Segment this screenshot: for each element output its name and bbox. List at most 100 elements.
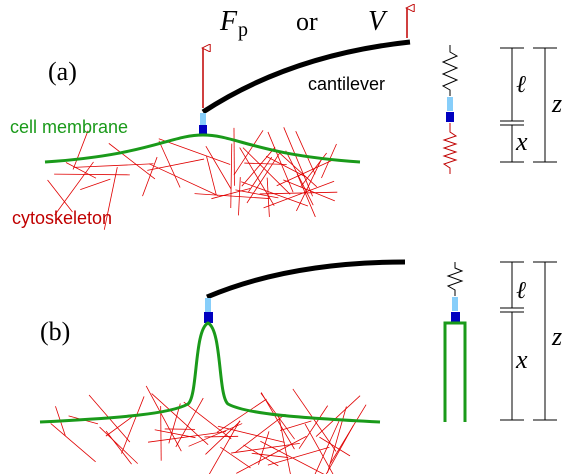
- filament: [242, 147, 291, 195]
- filament: [236, 435, 307, 474]
- spring: [446, 262, 464, 296]
- dimension-lines: [500, 47, 557, 163]
- length-label: ℓ: [516, 278, 526, 304]
- spring: [441, 45, 459, 96]
- filament: [248, 156, 273, 193]
- filament: [65, 162, 97, 179]
- filament: [298, 405, 329, 449]
- filament: [220, 446, 251, 469]
- height-label: z: [551, 322, 562, 351]
- filament: [231, 442, 300, 454]
- filament: [121, 396, 145, 454]
- filament: [259, 191, 338, 195]
- filament: [151, 393, 209, 445]
- filament: [321, 143, 337, 179]
- filament: [267, 446, 330, 466]
- filament: [211, 188, 251, 200]
- filament: [295, 131, 316, 175]
- filament: [147, 431, 227, 443]
- filament: [304, 423, 334, 474]
- filament: [47, 179, 73, 213]
- bead: [446, 112, 454, 122]
- height-label: z: [551, 89, 562, 118]
- filament: [105, 430, 132, 465]
- filament: [235, 413, 286, 453]
- filament: [50, 423, 96, 463]
- filament: [206, 156, 217, 195]
- cantilever: [206, 259, 406, 300]
- filament: [205, 145, 232, 190]
- bead: [451, 312, 460, 323]
- filament: [99, 426, 138, 464]
- filament: [80, 178, 111, 191]
- filament: [292, 388, 337, 452]
- filament: [73, 163, 154, 168]
- membrane: [44, 133, 361, 164]
- filament: [208, 420, 241, 474]
- filament: [283, 127, 313, 197]
- cytoskeleton-label: cytoskeleton: [12, 208, 112, 228]
- filament: [183, 401, 232, 440]
- force-subscript: p: [238, 19, 248, 41]
- filament: [244, 162, 287, 165]
- filament: [314, 420, 340, 474]
- filament: [108, 143, 156, 180]
- bead: [204, 312, 213, 323]
- membrane: [39, 321, 381, 424]
- filament: [230, 143, 233, 209]
- extension-label: x: [515, 127, 528, 156]
- force-symbol: F: [219, 6, 238, 37]
- filament: [148, 163, 219, 196]
- filament: [235, 189, 279, 199]
- dimension-lines: [500, 261, 557, 421]
- filament: [246, 151, 282, 204]
- filament: [194, 193, 270, 199]
- filament: [243, 444, 279, 467]
- membrane-label: cell membrane: [10, 117, 128, 137]
- filament: [175, 397, 204, 448]
- filament: [258, 431, 270, 465]
- panel-label: (a): [48, 57, 77, 86]
- filament: [158, 140, 181, 188]
- or-text: or: [296, 7, 318, 36]
- filament: [266, 177, 270, 217]
- cantilever: [201, 39, 411, 115]
- filament: [158, 138, 231, 165]
- filament: [327, 406, 347, 473]
- filament: [147, 158, 205, 171]
- filament: [105, 414, 135, 437]
- filament: [279, 420, 312, 431]
- filament: [260, 392, 295, 450]
- filament: [188, 423, 243, 447]
- filament: [296, 173, 316, 218]
- filament: [54, 173, 130, 176]
- filament: [142, 156, 158, 197]
- filament: [204, 435, 239, 438]
- filament: [168, 403, 181, 444]
- filament: [216, 398, 267, 433]
- filament: [205, 420, 241, 455]
- filament: [279, 152, 318, 188]
- filament: [241, 147, 276, 187]
- filament: [72, 130, 89, 170]
- tether: [443, 321, 467, 422]
- cantilever-label: cantilever: [308, 74, 385, 94]
- bead: [199, 125, 207, 136]
- filament: [103, 167, 118, 230]
- filament: [54, 161, 94, 216]
- filament: [276, 159, 333, 187]
- filament: [145, 385, 182, 452]
- panel-label: (b): [40, 317, 70, 346]
- filament: [263, 180, 335, 209]
- cytoskeleton-network: [47, 127, 367, 474]
- filament: [265, 155, 307, 178]
- filament: [285, 150, 314, 206]
- filament: [160, 405, 162, 461]
- length-label: ℓ: [516, 72, 526, 98]
- filament: [315, 395, 361, 437]
- velocity-symbol: V: [368, 6, 388, 37]
- extension-label: x: [515, 345, 528, 374]
- cyto-spring: [442, 123, 458, 174]
- filament: [277, 413, 291, 474]
